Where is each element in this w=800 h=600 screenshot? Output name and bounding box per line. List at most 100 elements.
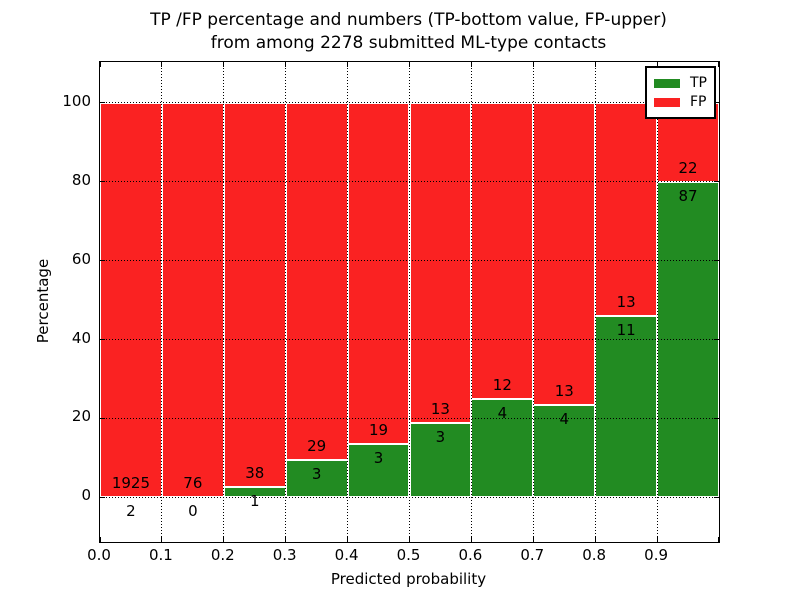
x-axis-label: Predicted probability [330,570,487,588]
x-tick-mark-top [718,62,719,67]
y-tick-mark-right [714,260,719,262]
x-tick-mark-top [470,62,472,67]
x-tick-mark [347,537,349,542]
tp-count-label: 1 [249,492,260,511]
tp-count-label: 2 [126,501,136,520]
x-tick-label: 0.8 [582,546,607,564]
x-tick-mark-top [100,62,101,67]
chart-title-line1: TP /FP percentage and numbers (TP-bottom… [150,10,667,30]
fp-bar-segment [161,102,224,498]
x-tick-label: 0.2 [210,546,235,564]
fp-count-label: 13 [554,381,574,400]
chart-title-line2: from among 2278 submitted ML-type contac… [210,33,607,53]
fp-count-label: 19 [368,420,389,439]
x-tick-mark-top [532,62,534,67]
x-tick-mark-top [161,62,163,67]
tp-bar-segment [471,398,534,498]
y-tick-mark-right [714,339,719,340]
y-tick-mark-right [714,102,719,104]
legend-item: FP [654,94,707,110]
horizontal-gridline [100,417,719,419]
y-tick-label: 0 [81,486,91,505]
legend-item-label: FP [690,94,707,110]
y-tick-mark [100,339,105,340]
x-tick-label: 0.3 [272,546,297,564]
y-tick-label: 80 [71,170,91,189]
fp-count-label: 13 [616,293,636,312]
y-tick-mark [100,260,105,262]
y-tick-mark-right [714,181,719,183]
vertical-gridline [161,62,163,542]
tp-bar-segment [285,460,348,498]
x-tick-mark [470,537,472,542]
tp-count-label: 11 [616,321,636,340]
x-tick-label: 0.0 [87,546,111,564]
horizontal-gridline [100,102,719,104]
vertical-gridline [470,62,472,542]
x-tick-mark-top [656,62,658,67]
x-tick-label: 0.9 [644,546,669,564]
fp-bar-segment [285,102,348,461]
horizontal-gridline [100,181,719,183]
horizontal-gridline [100,260,719,262]
tp-count-label: 3 [435,428,446,447]
tp-count-label: 3 [311,465,322,484]
fp-bar-segment [595,102,658,317]
vertical-gridline [409,62,410,542]
x-tick-mark-top [285,62,287,67]
tp-legend-swatch [654,78,680,88]
x-tick-mark [223,537,225,542]
vertical-gridline [594,62,596,542]
y-tick-mark [100,181,105,183]
fp-bar-segment [100,102,162,497]
vertical-gridline [656,62,658,542]
fp-bar-segment [223,102,286,488]
x-tick-mark-top [409,62,410,67]
y-tick-mark [100,496,105,498]
tp-bar-segment [595,316,658,498]
fp-bar-segment [471,102,534,399]
tp-count-label: 4 [497,403,508,422]
fp-count-label: 1925 [111,473,151,492]
vertical-gridline [532,62,534,542]
vertical-gridline [285,62,287,542]
legend-item-label: TP [690,75,707,91]
x-tick-mark [409,537,410,542]
y-tick-label: 60 [71,249,91,268]
fp-count-label: 22 [678,159,698,178]
tp-count-label: 4 [559,409,570,428]
legend-item: TP [654,75,707,91]
tp-count-label: 3 [373,448,384,467]
x-tick-label: 0.6 [458,546,483,564]
x-tick-label: 0.1 [148,546,173,564]
fp-count-label: 29 [307,437,327,456]
y-tick-mark-right [714,417,719,419]
y-tick-mark-right [714,496,719,498]
y-tick-mark [100,102,105,104]
vertical-gridline [223,62,225,542]
x-tick-mark [100,537,101,542]
x-tick-mark-top [223,62,225,67]
fp-count-label: 76 [183,474,203,493]
horizontal-gridline [100,339,719,340]
vertical-gridline [347,62,349,542]
x-tick-label: 0.7 [520,546,545,564]
fp-bar-segment [409,102,472,424]
x-tick-mark-top [594,62,596,67]
x-tick-mark-top [347,62,349,67]
chart-title: TP /FP percentage and numbers (TP-bottom… [99,9,718,55]
x-tick-mark [285,537,287,542]
fp-count-label: 12 [492,375,512,394]
fp-legend-swatch [654,97,680,107]
tp-count-label: 87 [678,187,698,206]
x-tick-label: 0.5 [396,546,421,564]
x-tick-mark [161,537,163,542]
fp-count-label: 13 [430,400,450,419]
horizontal-gridline [100,496,719,498]
y-tick-label: 40 [71,328,91,347]
fp-count-label: 38 [245,464,265,483]
tp-count-label: 0 [188,502,198,521]
x-tick-label: 0.4 [334,546,359,564]
y-tick-label: 20 [71,407,91,426]
x-tick-mark [718,537,719,542]
